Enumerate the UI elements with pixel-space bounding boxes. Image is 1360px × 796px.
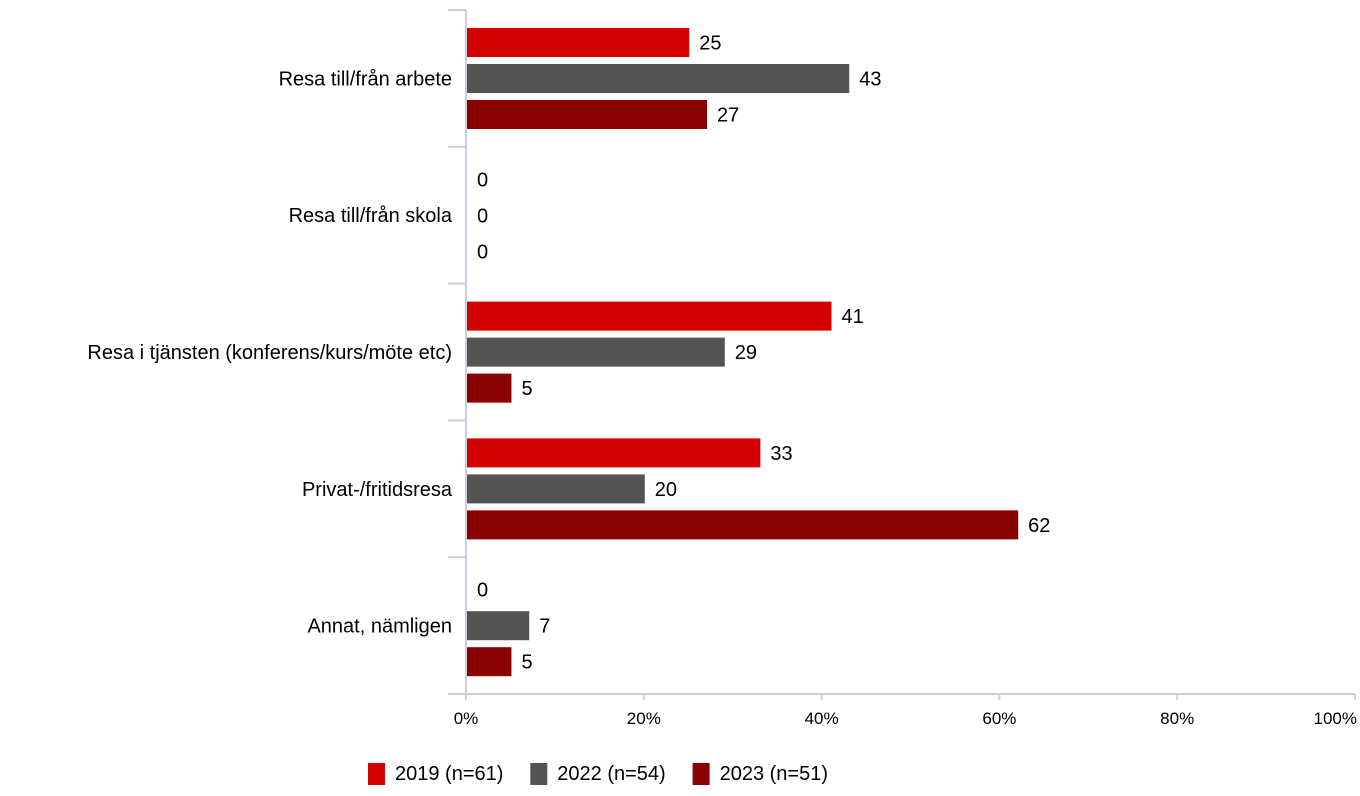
data-label: 5 (521, 378, 532, 400)
bar (467, 28, 690, 57)
x-tick-label: 80% (1160, 709, 1194, 728)
bar (467, 64, 850, 93)
data-label: 0 (477, 580, 488, 602)
legend-label: 2023 (n=51) (720, 763, 828, 785)
data-label: 20 (655, 479, 677, 501)
category-label: Resa till/från skola (289, 205, 453, 227)
legend-swatch (368, 763, 385, 785)
x-tick-label: 40% (805, 709, 839, 728)
data-label: 0 (477, 169, 488, 191)
data-label: 25 (699, 33, 721, 55)
legend-label: 2019 (n=61) (395, 763, 503, 785)
legend-swatch (692, 763, 710, 785)
legend-item: 2019 (n=61) (368, 763, 503, 785)
category-label: Resa i tjänsten (konferens/kurs/möte etc… (87, 342, 452, 364)
data-label: 41 (841, 306, 863, 328)
bar (467, 337, 725, 367)
legend-item: 2023 (n=51) (692, 763, 828, 785)
data-label: 0 (477, 205, 488, 227)
bar (467, 474, 645, 504)
legend-swatch (530, 763, 548, 785)
data-label: 29 (735, 342, 757, 364)
category-label: Resa till/från arbete (279, 68, 452, 90)
bar (467, 611, 530, 641)
data-label: 27 (717, 105, 739, 127)
bars (467, 28, 1019, 677)
legend-item: 2022 (n=54) (530, 763, 666, 785)
bar (467, 100, 708, 129)
category-label: Annat, nämligen (307, 616, 452, 638)
data-label: 62 (1028, 515, 1050, 537)
legend-label: 2022 (n=54) (557, 763, 665, 785)
data-label: 5 (521, 652, 532, 674)
x-tick-label: 60% (982, 709, 1016, 728)
data-label: 43 (859, 69, 881, 91)
x-tick-label: 0% (454, 709, 479, 728)
bar (467, 510, 1019, 540)
data-label: 33 (770, 443, 792, 465)
data-label: 0 (477, 241, 488, 263)
legend: 2019 (n=61) 2022 (n=54) 2023 (n=51) (368, 763, 828, 785)
bar (467, 438, 761, 468)
bar (467, 373, 512, 403)
bar (467, 301, 832, 331)
bar (467, 647, 512, 677)
x-tick-label: 100% (1314, 709, 1357, 728)
category-labels: Resa till/från arbete Resa till/från skol… (87, 68, 452, 637)
x-tick-labels: 0% 20% 40% 60% 80% 100% (454, 709, 1357, 728)
axes (448, 9, 1356, 700)
x-tick-label: 20% (627, 709, 661, 728)
data-label: 7 (539, 616, 550, 638)
category-label: Privat-/fritidsresa (302, 479, 453, 501)
